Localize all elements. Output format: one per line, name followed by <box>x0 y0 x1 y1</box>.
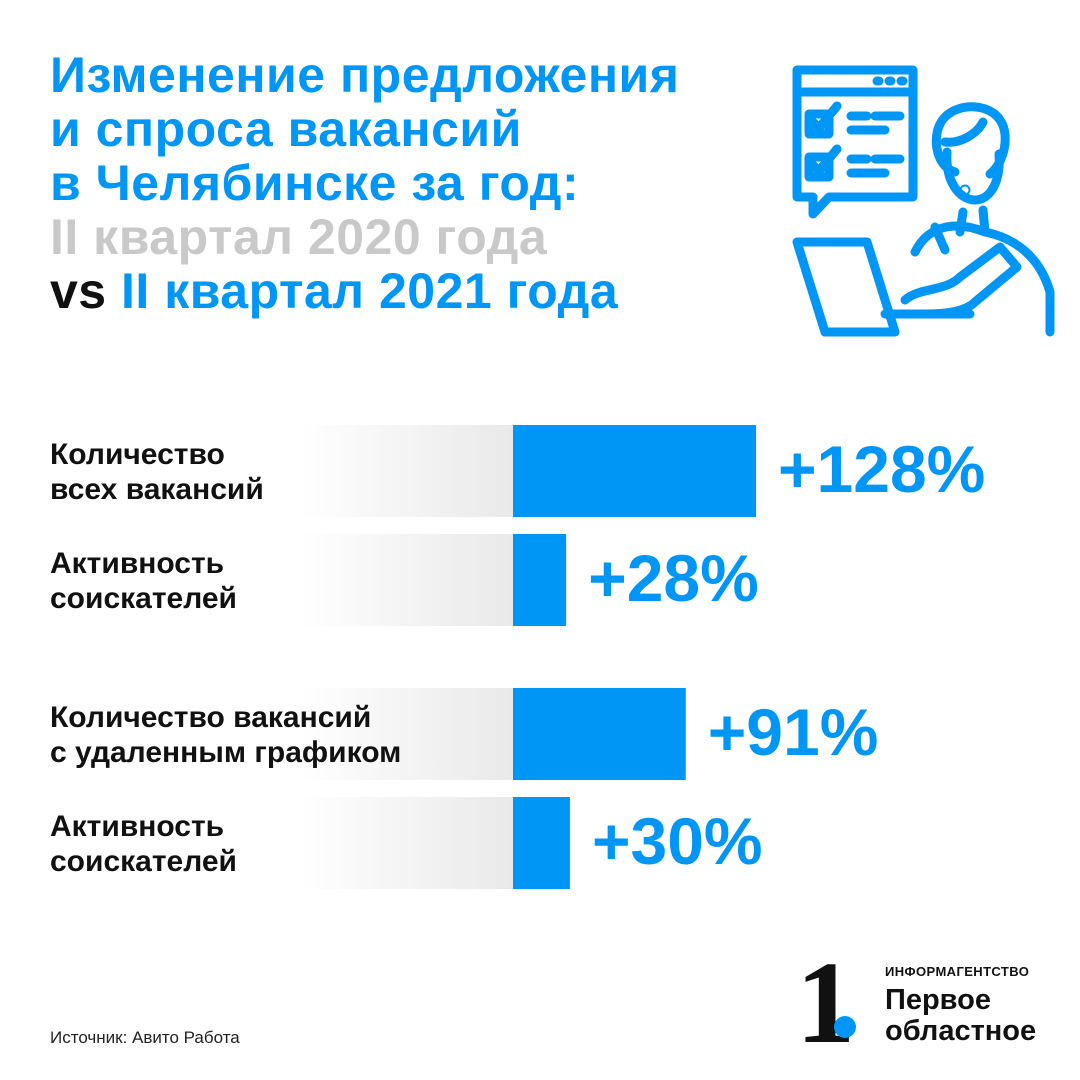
title-line-3: в Челябинске за год: <box>50 155 580 211</box>
title-line-5-text: II квартал 2021 года <box>121 263 619 319</box>
value-label: +28% <box>588 541 759 615</box>
value-label: +30% <box>591 804 763 878</box>
chart-title: Изменение предложения и спроса вакансий … <box>50 48 679 318</box>
category-label: Активность соискателей <box>50 810 238 878</box>
category-label: Количество вакансий с удаленным графиком <box>50 701 402 769</box>
title-line-2: и спроса вакансий <box>50 101 522 157</box>
category-label: Активность соискателей <box>50 547 238 615</box>
bar-track <box>300 425 513 517</box>
person-with-laptop-checklist-icon <box>792 65 1055 337</box>
logo-number: 1 <box>796 937 855 1068</box>
category-label: Количество всех вакансий <box>50 438 264 506</box>
bar-track <box>300 797 513 889</box>
source-note: Источник: Авито Работа <box>50 1028 240 1047</box>
bar <box>513 425 756 517</box>
bar <box>513 797 570 889</box>
bar <box>513 534 567 626</box>
value-label: +91% <box>707 695 879 769</box>
logo-name: Первое областное <box>885 985 1036 1047</box>
title-vs: vs <box>50 263 107 319</box>
title-line-4: II квартал 2020 года <box>50 209 548 265</box>
logo-name-line-2: областное <box>885 1015 1037 1047</box>
value-label: +128% <box>778 432 986 506</box>
logo-agency-label: ИНФОРМАГЕНТСТВО <box>885 964 1030 979</box>
logo-name-line-1: Первое <box>885 984 991 1016</box>
title-line-1: Изменение предложения <box>50 47 680 103</box>
logo-dot <box>834 1016 856 1038</box>
bar <box>513 688 686 780</box>
title-line-5: vs II квартал 2021 года <box>50 264 679 318</box>
bar-track <box>300 688 513 780</box>
bar-track <box>300 534 513 626</box>
